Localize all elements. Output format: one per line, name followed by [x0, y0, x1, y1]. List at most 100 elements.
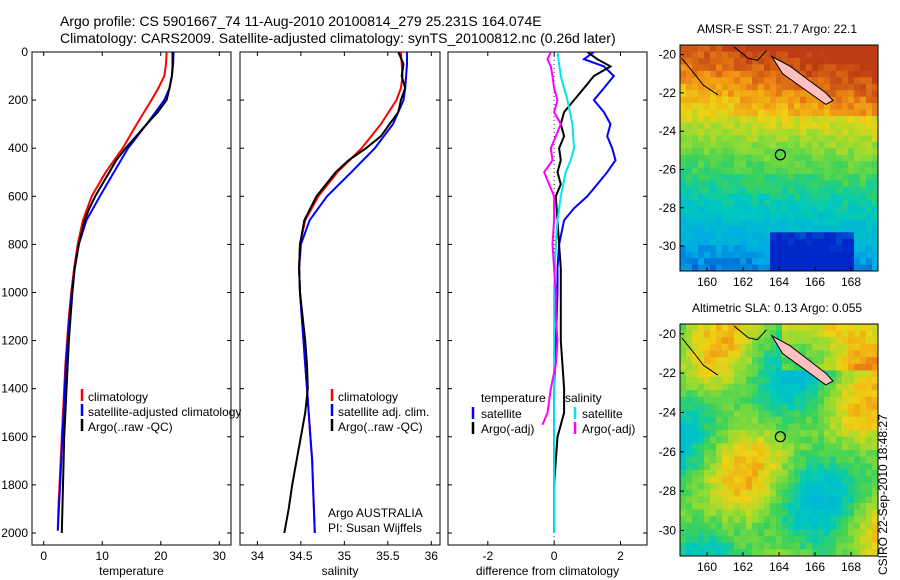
map-cell: [800, 343, 807, 352]
map-cell: [728, 502, 735, 511]
map-cell: [872, 469, 878, 478]
map-cell: [752, 128, 759, 136]
map-cell: [704, 436, 711, 444]
map-cell: [722, 96, 729, 104]
map-cell: [860, 522, 867, 531]
map-cell: [836, 161, 843, 169]
map-cell: [776, 463, 783, 471]
map-cell: [710, 83, 717, 91]
map-cell: [752, 45, 759, 53]
map-cell: [686, 122, 693, 130]
map-cell: [710, 103, 717, 111]
map-cell: [860, 430, 867, 438]
map-cell: [692, 167, 699, 175]
map-cell: [710, 410, 717, 418]
map-cell: [704, 370, 711, 378]
map-cell: [854, 154, 861, 162]
map-cell: [836, 396, 843, 405]
map-cell: [824, 122, 831, 130]
map-cell: [812, 128, 819, 136]
map-cell: [782, 212, 789, 220]
map-cell: [746, 396, 753, 405]
map-cell: [848, 225, 855, 233]
map-cell: [752, 383, 759, 391]
map-cell: [842, 238, 849, 246]
y-tick-label: 1800: [1, 478, 28, 492]
map-cell: [722, 456, 729, 464]
map-cell: [836, 77, 843, 85]
map-cell: [854, 463, 861, 471]
map-cell: [812, 251, 819, 259]
map-cell: [740, 70, 747, 78]
map-cell: [818, 83, 825, 91]
x-axis-label: salinity: [322, 564, 359, 578]
map-cell: [866, 423, 873, 431]
map-cell: [740, 219, 747, 227]
map-cell: [686, 51, 693, 59]
map-cell: [872, 96, 878, 104]
map-cell: [842, 516, 849, 524]
map-cell: [818, 443, 825, 451]
map-cell: [704, 443, 711, 451]
map-cell: [686, 449, 693, 458]
map-cell: [680, 199, 687, 208]
map-cell: [686, 83, 693, 91]
map-cell: [842, 436, 849, 444]
map-cell: [824, 238, 831, 246]
map-cell: [698, 509, 705, 517]
x-tick-label: 162: [733, 275, 753, 289]
map-cell: [752, 212, 759, 220]
map-cell: [800, 96, 807, 104]
map-cell: [806, 496, 813, 504]
map-cell: [794, 410, 801, 418]
map-cell: [686, 489, 693, 497]
map-cell: [740, 423, 747, 431]
map-cell: [698, 70, 705, 78]
map-cell: [698, 390, 705, 398]
map-cell: [866, 516, 873, 524]
map-cell: [728, 103, 735, 111]
map-cell: [788, 116, 795, 124]
map-cell: [854, 148, 861, 156]
map-cell: [728, 161, 735, 169]
map-cell: [722, 251, 729, 259]
island-new-caledonia: [770, 334, 834, 386]
map-cell: [836, 103, 843, 111]
map-cell: [692, 232, 699, 240]
map-cell: [824, 174, 831, 182]
map-cell: [806, 509, 813, 517]
map-cell: [758, 64, 765, 72]
map-cell: [788, 370, 795, 378]
map-cell: [842, 96, 849, 104]
map-cell: [824, 193, 831, 201]
map-cell: [812, 516, 819, 524]
map-cell: [692, 330, 699, 338]
map-cell: [824, 135, 831, 143]
map-cell: [788, 206, 795, 214]
map-cell: [788, 238, 795, 246]
x-tick-label: 160: [697, 560, 717, 574]
map-cell: [842, 174, 849, 182]
map-cell: [812, 449, 819, 458]
map-cell: [860, 416, 867, 425]
map-cell: [770, 174, 777, 182]
map-cell: [776, 232, 783, 240]
map-cell: [698, 96, 705, 104]
map-cell: [860, 167, 867, 175]
map-cell: [794, 390, 801, 398]
map-cell: [764, 141, 771, 149]
map-cell: [758, 502, 765, 511]
map-cell: [860, 251, 867, 259]
map-cell: [734, 456, 741, 464]
map-cell: [686, 502, 693, 511]
map-cell: [764, 116, 771, 124]
map-cell: [692, 469, 699, 478]
map-cell: [866, 96, 873, 104]
map-cell: [824, 502, 831, 511]
map-cell: [704, 77, 711, 85]
x-tick-label: -2: [482, 549, 493, 563]
map-cell: [752, 238, 759, 246]
map-cell: [746, 516, 753, 524]
map-cell: [752, 337, 759, 345]
map-cell: [716, 251, 723, 259]
